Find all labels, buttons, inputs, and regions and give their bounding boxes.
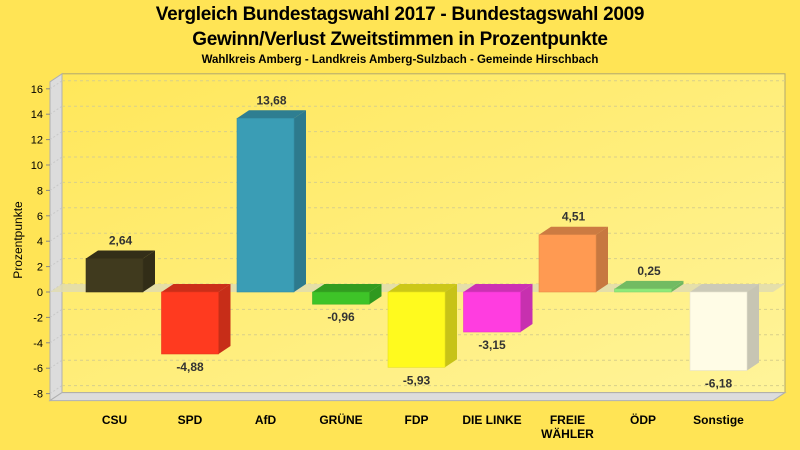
bar-top [539, 226, 608, 235]
x-tick-label: AfD [255, 413, 277, 427]
bar [236, 117, 295, 293]
y-axis-label: Prozentpunkte [11, 201, 25, 279]
data-label: 2,64 [109, 233, 133, 247]
plot-left-wall [49, 72, 63, 402]
data-label: -4,88 [176, 360, 204, 374]
y-tick-label: 10 [31, 160, 43, 172]
data-label: -3,15 [478, 338, 506, 352]
gridline-side [49, 105, 63, 115]
bar [689, 291, 748, 371]
chart-title: Vergleich Bundestagswahl 2017 - Bundesta… [155, 4, 645, 25]
x-tick-label: Sonstige [693, 413, 744, 427]
gridline-side [49, 334, 63, 344]
gridline-side [49, 156, 63, 166]
y-tick-label: 16 [31, 84, 43, 96]
y-tick-label: -4 [33, 338, 43, 350]
y-tick-label: 4 [37, 236, 43, 248]
x-tick-label: ÖDP [630, 412, 656, 427]
y-tick-label: -8 [33, 389, 43, 401]
bar-top [463, 284, 533, 292]
y-tick-label: -2 [33, 312, 43, 324]
bar [614, 288, 672, 293]
data-label: -0,96 [327, 310, 355, 324]
bar-top [690, 284, 759, 292]
bar [312, 291, 370, 305]
bar [463, 291, 521, 333]
data-label: -5,93 [403, 373, 431, 387]
x-tick-label: GRÜNE [319, 412, 362, 427]
bar-side [596, 226, 608, 292]
bar-side [294, 110, 306, 292]
x-tick-label: WÄHLER [541, 426, 594, 441]
y-tick-label: 0 [37, 287, 43, 299]
x-tick-label: CSU [102, 413, 127, 427]
bar-top [312, 284, 382, 292]
gridline-side [49, 207, 63, 217]
bar-side [218, 284, 231, 354]
data-label: 4,51 [562, 210, 586, 224]
y-tick-label: 6 [37, 211, 43, 223]
bar-top [388, 284, 457, 292]
y-tick-label: 12 [31, 135, 43, 147]
x-tick-label: FDP [405, 413, 429, 427]
y-tick-label: 8 [37, 185, 43, 197]
gridline-side [49, 258, 63, 268]
bar-top [86, 250, 155, 259]
gridline-side [49, 232, 63, 242]
gridline-side [49, 385, 63, 395]
data-label: -6,18 [705, 376, 733, 390]
plot-floor [48, 392, 787, 402]
bar [85, 258, 144, 293]
bar-side [520, 284, 533, 333]
gridline-side [49, 80, 63, 90]
bar [538, 234, 597, 293]
gridline-side [49, 131, 63, 141]
bar [387, 291, 446, 368]
bar-side [445, 284, 457, 368]
x-tick-label: SPD [178, 413, 203, 427]
bar-top [237, 110, 306, 119]
bar-top [161, 284, 231, 292]
bar-top [614, 280, 684, 289]
bar-side [671, 280, 684, 292]
bar [161, 291, 219, 355]
chart-subtitle: Gewinn/Verlust Zweitstimmen in Prozentpu… [192, 29, 608, 50]
bar-side [143, 250, 155, 292]
chart-region-subtitle: Wahlkreis Amberg - Landkreis Amberg-Sulz… [201, 54, 599, 66]
gridline-side [49, 181, 63, 191]
x-tick-label: FREIE [550, 413, 585, 427]
x-tick-label: DIE LINKE [462, 413, 521, 427]
y-tick-label: 2 [37, 262, 43, 274]
data-label: 13,68 [256, 93, 286, 107]
data-label: 0,25 [637, 264, 661, 278]
gridline-side [49, 359, 63, 369]
y-tick-label: -6 [33, 363, 43, 375]
y-tick-label: 14 [31, 109, 43, 121]
bar-side [747, 284, 759, 371]
bar-side [369, 284, 382, 305]
gridline-side [49, 308, 63, 318]
